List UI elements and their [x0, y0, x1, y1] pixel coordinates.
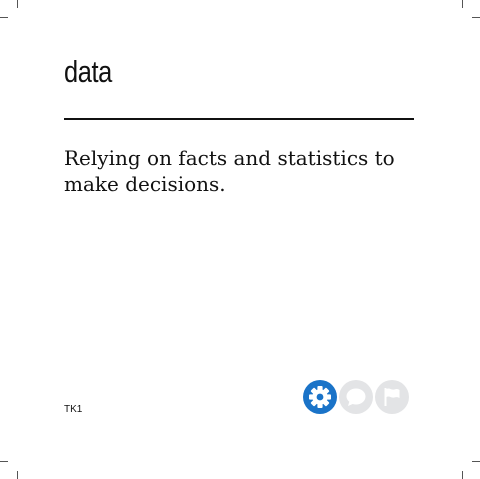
- crop-mark: [17, 471, 18, 479]
- flag-icon: [375, 380, 409, 414]
- crop-mark: [0, 461, 8, 462]
- speech-bubble-icon: [339, 380, 373, 414]
- category-icons: [303, 380, 409, 414]
- gear-icon: [303, 380, 337, 414]
- crop-mark: [0, 17, 8, 18]
- card-code: TK1: [64, 404, 83, 415]
- crop-mark: [17, 0, 18, 8]
- crop-mark: [472, 461, 480, 462]
- crop-mark: [472, 17, 480, 18]
- term-title: data: [64, 54, 112, 89]
- crop-mark: [462, 471, 463, 479]
- crop-mark: [462, 0, 463, 8]
- term-definition: Relying on facts and statistics to make …: [64, 146, 395, 196]
- title-divider: [64, 118, 414, 120]
